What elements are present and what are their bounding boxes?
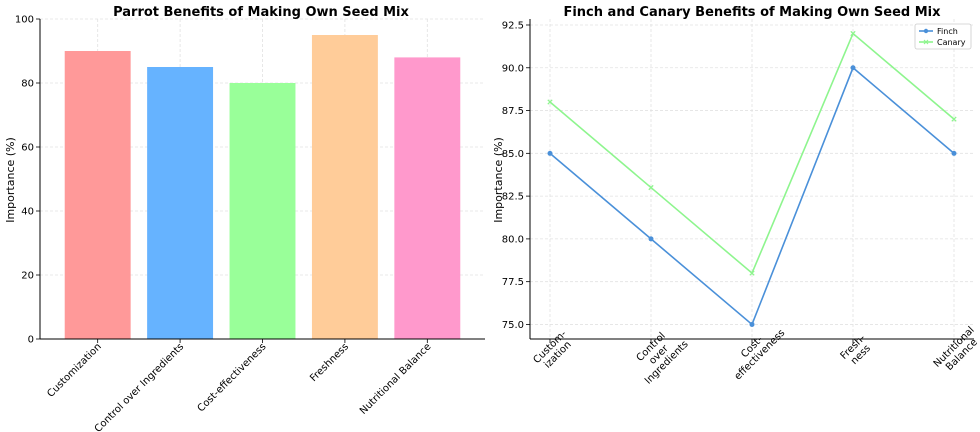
- left-y-tick-label: 40: [21, 207, 34, 218]
- bar-2: [147, 67, 214, 339]
- legend-label-canary: Canary: [937, 38, 966, 47]
- right-grid: [530, 19, 974, 339]
- right-x-tick-label: Custom-ization: [532, 328, 577, 373]
- right-y-tick-label: 80.0: [502, 234, 524, 245]
- left-y-tick-label: 0: [28, 335, 34, 346]
- left-chart-title: Parrot Benefits of Making Own Seed Mix: [113, 5, 409, 20]
- legend-marker-finch: [923, 28, 929, 34]
- right-x-tick-label: NutritionalBalance: [932, 325, 980, 378]
- bar-1: [64, 51, 131, 339]
- bar-5: [394, 57, 461, 340]
- left-y-axis-label: Importance (%): [4, 137, 17, 223]
- series-finch-point: [547, 150, 553, 156]
- right-x-tick-label: ControloverIngredients: [627, 323, 690, 386]
- series-canary-point: [850, 30, 856, 37]
- right-x-ticks: Custom-ization ControloverIngredients Cost…: [532, 320, 980, 387]
- legend-label-finch: Finch: [937, 27, 958, 36]
- series-finch-point: [951, 150, 957, 156]
- series-canary-point: [749, 270, 755, 276]
- series-canary-point: [648, 184, 654, 191]
- right-y-tick-label: 82.5: [502, 192, 524, 203]
- bar-3: [229, 83, 296, 339]
- left-x-tick-label: Nutritional Balance: [358, 341, 433, 416]
- left-y-ticks: 0 20 40 60 80 100: [15, 15, 40, 346]
- series-finch-point: [749, 321, 755, 327]
- left-y-tick-label: 100: [15, 15, 34, 26]
- right-chart-title: Finch and Canary Benefits of Making Own …: [563, 5, 941, 20]
- left-x-tick-label: Control over Ingredients: [93, 341, 187, 432]
- right-y-tick-label: 77.5: [502, 277, 524, 288]
- series-canary-point: [951, 116, 957, 122]
- right-x-tick-label: Cost-effectiveness: [725, 320, 787, 382]
- right-y-tick-label: 90.0: [502, 63, 524, 74]
- series-finch-point: [648, 236, 654, 242]
- bar-4: [311, 35, 378, 339]
- legend: Finch Canary: [914, 23, 972, 50]
- right-y-axis-label: Importance (%): [492, 137, 505, 223]
- right-series: [547, 30, 957, 327]
- series-canary-point: [547, 99, 553, 105]
- right-y-tick-label: 75.0: [502, 320, 524, 331]
- right-x-tick-label: Fresh-ness: [839, 332, 876, 369]
- left-y-tick-label: 20: [21, 271, 34, 282]
- left-x-tick-label: Cost-effectiveness: [196, 341, 269, 414]
- right-y-tick-label: 87.5: [502, 106, 524, 117]
- left-bars: [64, 35, 461, 340]
- right-y-tick-label: 85.0: [502, 149, 524, 160]
- right-y-ticks: 75.0 77.5 80.0 82.5 85.0 87.5 90.0 92.5: [502, 20, 530, 331]
- left-x-tick-label: Customization: [45, 341, 103, 399]
- right-y-tick-label: 92.5: [502, 20, 524, 31]
- series-finch-point: [850, 65, 856, 71]
- legend-marker-canary: [923, 39, 929, 45]
- left-x-tick-label: Freshness: [308, 341, 351, 384]
- finch-canary-line-chart: 75.0 77.5 80.0 82.5 85.0 87.5 90.0 92.5 Custom-…: [492, 5, 980, 387]
- left-y-tick-label: 80: [21, 79, 34, 90]
- left-y-tick-label: 60: [21, 143, 34, 154]
